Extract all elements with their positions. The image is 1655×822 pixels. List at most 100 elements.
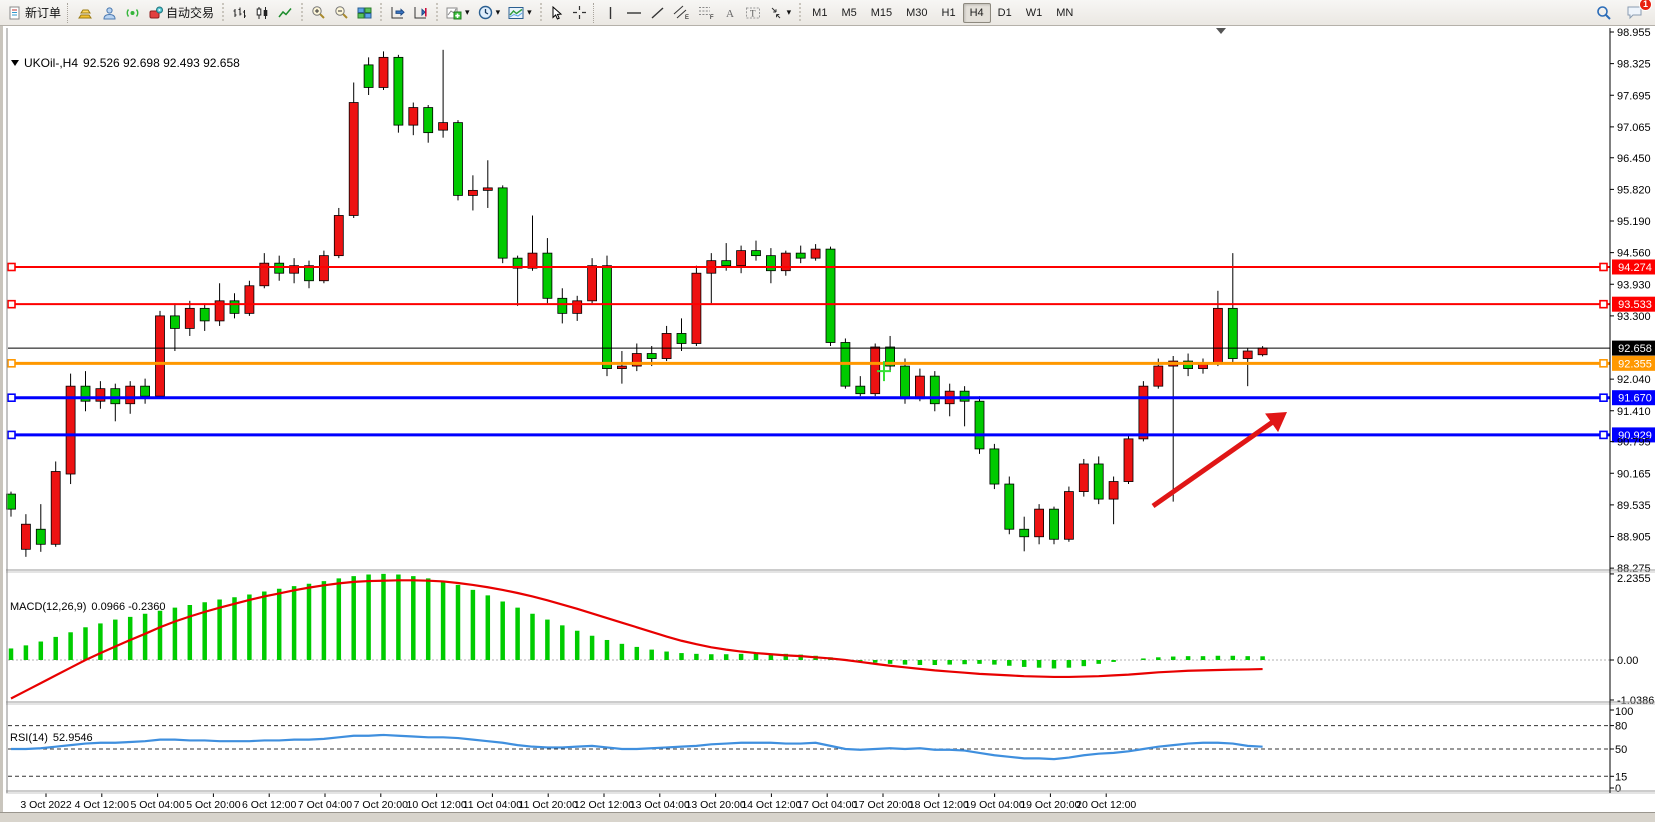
svg-text:91.410: 91.410 [1617, 406, 1651, 418]
line-chart-button[interactable] [274, 2, 297, 24]
vertical-line-button[interactable] [600, 2, 622, 24]
templates-button[interactable]: ▾ [504, 2, 536, 24]
date-label: 3 Oct 2022 [20, 799, 72, 811]
bar-chart-icon [233, 7, 247, 18]
svg-text:94.274: 94.274 [1618, 262, 1652, 274]
svg-text:92.658: 92.658 [1618, 343, 1652, 355]
timeframe-button-d1[interactable]: D1 [997, 6, 1012, 19]
svg-text:100: 100 [1615, 706, 1633, 718]
text-label-button[interactable]: T [741, 2, 765, 24]
date-label: 6 Oct 12:00 [242, 799, 296, 811]
channel-icon: E [673, 5, 689, 20]
date-label: 17 Oct 20:00 [853, 799, 913, 811]
chart-window[interactable]: UKOil-,H4 92.526 92.698 92.493 92.658 MA… [0, 26, 1655, 822]
clock-icon [478, 5, 492, 20]
equidistant-channel-button[interactable]: E [669, 2, 694, 24]
svg-text:94.560: 94.560 [1617, 248, 1651, 260]
signals-button[interactable] [121, 2, 144, 24]
price-level-badge-92.658 [1612, 340, 1655, 356]
autotrading-button[interactable]: 自动交易 [144, 2, 218, 24]
search-icon [1597, 5, 1611, 20]
svg-text:80: 80 [1615, 721, 1627, 733]
svg-text:0: 0 [1615, 783, 1621, 795]
date-label: 4 Oct 12:00 [75, 799, 129, 811]
chart-canvas[interactable]: 94.274 93.533 92.658 92.355 91.670 90.929 98.9… [3, 26, 1655, 822]
trend-arrow[interactable] [1151, 412, 1287, 509]
price-pane[interactable] [6, 28, 1611, 557]
date-label: 5 Oct 04:00 [130, 799, 184, 811]
svg-text:93.533: 93.533 [1618, 299, 1652, 311]
text-button[interactable]: A [719, 2, 741, 24]
rsi-pane[interactable] [8, 725, 1610, 777]
symbol-dropdown-icon[interactable] [11, 60, 19, 66]
auto-scroll-icon [391, 6, 405, 18]
svg-text:98.325: 98.325 [1617, 59, 1651, 71]
svg-text:98.955: 98.955 [1617, 27, 1651, 39]
timeframe-button-w1[interactable]: W1 [1025, 6, 1043, 19]
candlestick-chart-button[interactable] [251, 2, 274, 24]
macd-indicator-label: MACD(12,26,9) 0.0966 -0.2360 [10, 601, 165, 613]
chart-shift-button[interactable] [409, 2, 432, 24]
tile-windows-button[interactable] [353, 2, 376, 24]
fibonacci-button[interactable]: F [694, 2, 719, 24]
svg-text:15: 15 [1615, 771, 1627, 783]
zoom-in-button[interactable] [307, 2, 330, 24]
crosshair-button[interactable] [568, 2, 591, 24]
gold-bars-button[interactable] [74, 2, 98, 24]
arrow-objects-icon [771, 7, 780, 18]
date-label: 14 Oct 12:00 [741, 799, 801, 811]
svg-text:97.695: 97.695 [1617, 90, 1651, 102]
timeframe-button-m15[interactable]: M15 [870, 6, 893, 19]
timeframe-button-m1[interactable]: M1 [812, 6, 828, 19]
plus-marker[interactable] [877, 361, 891, 382]
zoom-out-button[interactable] [330, 2, 353, 24]
accounts-button[interactable] [98, 2, 121, 24]
tile-windows-icon [357, 7, 372, 18]
horizontal-line-button[interactable] [622, 2, 646, 24]
chat-button[interactable]: 1 [1622, 0, 1652, 24]
price-level-badge-92.355 [1612, 355, 1655, 371]
macd-pane[interactable] [8, 573, 1610, 700]
macd-name: MACD(12,26,9) [10, 601, 87, 613]
svg-text:97.065: 97.065 [1617, 122, 1651, 134]
vertical-line-icon [609, 6, 612, 19]
trendline-button[interactable] [646, 2, 669, 24]
indicators-icon [446, 7, 462, 19]
chart-title: UKOil-,H4 92.526 92.698 92.493 92.658 [11, 56, 240, 70]
date-label: 17 Oct 04:00 [797, 799, 857, 811]
timeframe-button-h4[interactable]: H4 [962, 2, 991, 23]
arrows-button[interactable]: ▾ [765, 2, 796, 24]
svg-text:95.190: 95.190 [1617, 216, 1651, 228]
chat-badge: 1 [1639, 0, 1652, 11]
cursor-button[interactable] [546, 2, 568, 24]
auto-scroll-button[interactable] [386, 2, 409, 24]
date-label: 7 Oct 04:00 [298, 799, 352, 811]
new-order-label: 新订单 [25, 6, 62, 20]
timeframe-button-m5[interactable]: M5 [841, 6, 857, 19]
level-lines-layer[interactable] [7, 262, 1610, 440]
date-label: 18 Oct 12:00 [909, 799, 969, 811]
zoom-in-icon [312, 6, 325, 19]
svg-text:90.929: 90.929 [1618, 430, 1652, 442]
svg-text:93.300: 93.300 [1617, 311, 1651, 323]
date-label: 11 Oct 04:00 [463, 799, 523, 811]
price-level-badge-94.274 [1612, 259, 1655, 275]
date-label: 20 Oct 12:00 [1076, 799, 1136, 811]
svg-text:89.535: 89.535 [1617, 500, 1651, 512]
chart-shift-marker[interactable] [1216, 28, 1226, 34]
timeframe-button-mn[interactable]: MN [1056, 6, 1074, 19]
new-order-button[interactable]: 新订单 [4, 2, 65, 24]
timeframe-button-h1[interactable]: H1 [941, 6, 956, 19]
chart-symbol-label: UKOil-,H4 [24, 56, 79, 70]
dropdown-caret: ▾ [527, 7, 532, 17]
chart-ohlc-label: 92.526 92.698 92.493 92.658 [83, 56, 240, 70]
date-label: 12 Oct 12:00 [574, 799, 634, 811]
macd-values: 0.0966 -0.2360 [91, 601, 166, 613]
svg-text:95.820: 95.820 [1617, 184, 1651, 196]
bar-chart-button[interactable] [228, 2, 251, 24]
indicators-button[interactable]: ▾ [442, 2, 474, 24]
timeframe-button-m30[interactable]: M30 [906, 6, 928, 19]
search-button[interactable] [1592, 2, 1616, 24]
svg-text:92.355: 92.355 [1618, 358, 1652, 370]
periods-button[interactable]: ▾ [474, 2, 505, 24]
